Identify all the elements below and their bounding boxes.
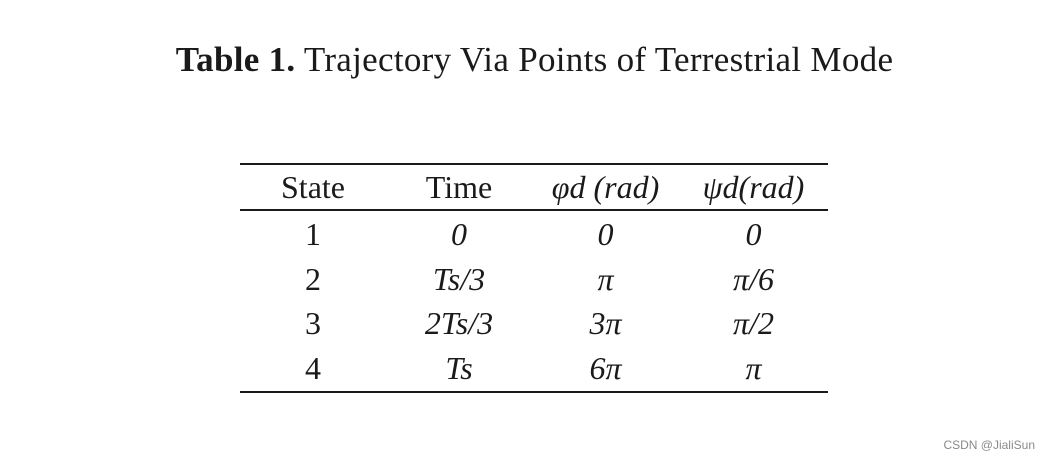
watermark: CSDN @JialiSun <box>943 438 1035 452</box>
cell-time: 2Ts/3 <box>424 305 494 342</box>
table-mid-rule-row <box>240 209 828 211</box>
cell-psi: π <box>745 349 762 386</box>
cell-psi: 0 <box>745 216 762 253</box>
table-top-rule <box>240 163 828 165</box>
cell-state: 3 <box>305 305 321 342</box>
header-cell-psi: ψd(rad) <box>702 168 805 205</box>
cell-phi: 0 <box>597 216 614 253</box>
table-caption: Table 1. Trajectory Via Points of Terres… <box>0 40 1049 80</box>
cell-time: Ts <box>445 349 473 386</box>
header-row: State Time φd (rad) ψd(rad) <box>240 165 828 209</box>
via-points-table: State Time φd (rad) ψd(rad) 1 0 0 0 2 Ts… <box>240 163 828 393</box>
data-table: State Time φd (rad) ψd(rad) 1 0 0 0 2 Ts… <box>240 165 828 391</box>
cell-phi: 6π <box>589 349 622 386</box>
caption-label: Table 1. <box>175 40 296 79</box>
cell-state: 1 <box>305 216 321 253</box>
table-row: 4 Ts 6π π <box>240 346 828 391</box>
cell-state: 4 <box>305 349 321 386</box>
table-body: 1 0 0 0 2 Ts/3 π π/6 3 2Ts/3 3π π/2 4 Ts… <box>240 211 828 391</box>
caption-text: Trajectory Via Points of Terrestrial Mod… <box>303 40 894 79</box>
header-cell-time: Time <box>425 168 493 205</box>
table-mid-rule <box>240 209 828 211</box>
cell-phi: 3π <box>589 305 622 342</box>
cell-state: 2 <box>305 260 321 297</box>
header-cell-phi: φd (rad) <box>551 168 660 205</box>
table-bottom-rule <box>240 390 828 393</box>
table-row: 3 2Ts/3 3π π/2 <box>240 302 828 347</box>
cell-time: 0 <box>451 216 467 253</box>
header-cell-state: State <box>281 168 345 205</box>
cell-phi: π <box>597 260 614 297</box>
table-row: 2 Ts/3 π π/6 <box>240 257 828 302</box>
cell-psi: π/6 <box>733 260 774 297</box>
table-row: 1 0 0 0 <box>240 211 828 258</box>
cell-time: Ts/3 <box>432 260 486 297</box>
cell-psi: π/2 <box>733 305 774 342</box>
